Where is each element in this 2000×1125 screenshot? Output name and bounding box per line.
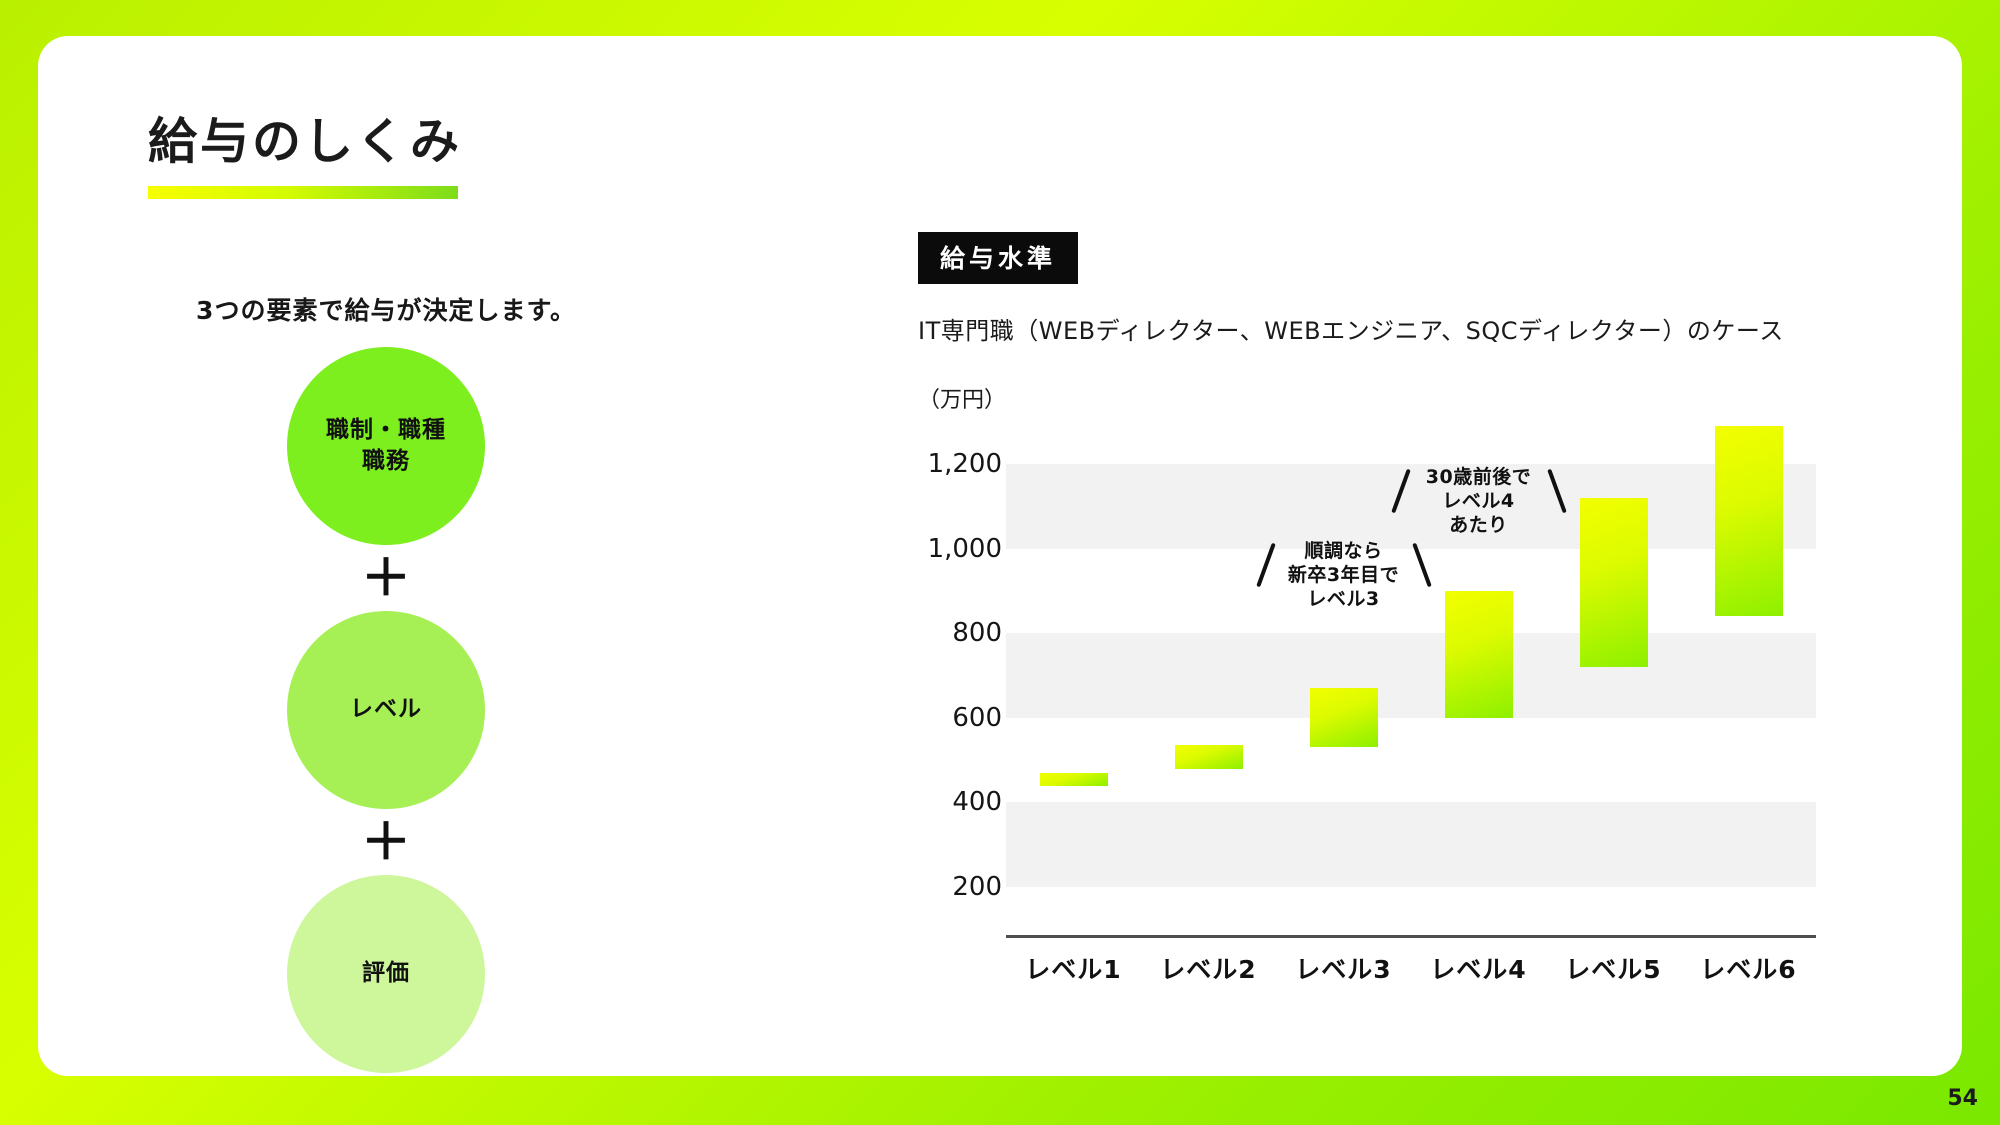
factors-column: 3つの要素で給与が決定します。 職制・職種 職務 ＋ レベル ＋ 評価 [126,291,646,1073]
title-block: 給与のしくみ [148,113,462,200]
chart-bar [1309,688,1378,748]
x-axis-tick: レベル1 [1025,955,1122,984]
y-axis-unit-label: （万円） [918,388,1007,413]
factors-lead-text: 3つの要素で給与が決定します。 [196,296,576,325]
x-axis-tick: レベル4 [1430,955,1527,984]
x-axis-tick: レベル5 [1565,955,1662,984]
chart-bar [1579,498,1648,668]
chart-annotation: 30歳前後で レベル4 あたり [1425,466,1532,536]
chart-bar [1714,426,1783,617]
factor-circle-evaluation: 評価 [287,875,485,1073]
salary-range-chart: （万円） 順調なら 新卒3年目で レベル3 30歳前後で レベル4 あたり 1,2… [918,382,1858,1002]
factor-label-level: レベル [350,696,422,723]
chart-grid-band [1006,802,1816,887]
chart-bar [1174,745,1243,769]
slide-card: 給与のしくみ 3つの要素で給与が決定します。 職制・職種 職務 ＋ レベル ＋ … [38,36,1962,1076]
chart-plot-area: 順調なら 新卒3年目で レベル3 30歳前後で レベル4 あたり [1006,422,1816,887]
x-axis-tick: レベル2 [1160,955,1257,984]
chart-bar [1444,591,1513,718]
x-axis-tick: レベル3 [1295,955,1392,984]
plus-icon-1: ＋ [361,549,411,607]
page-title: 給与のしくみ [148,113,462,170]
x-axis-tick-labels: レベル1 レベル2 レベル3 レベル4 レベル5 レベル6 [1006,950,1816,1000]
y-axis-tick: 1,000 [927,533,1002,564]
factor-label-evaluation: 評価 [362,960,410,987]
factor-circle-job-class: 職制・職種 職務 [287,347,485,545]
chart-grid-band [1006,464,1816,549]
factor-label-job-class: 職制・職種 職務 [326,416,446,474]
y-axis-tick: 600 [952,702,1002,733]
chart-grid-band [1006,633,1816,718]
factor-circle-level: レベル [287,611,485,809]
x-axis-tick: レベル6 [1700,955,1797,984]
chart-subtitle: IT専門職（WEBディレクター、WEBエンジニア、SQCディレクター）のケース [918,317,1784,345]
plus-icon-2: ＋ [361,813,411,871]
x-axis-line [1006,935,1816,938]
chart-column: 給与水準 IT専門職（WEBディレクター、WEBエンジニア、SQCディレクター）… [918,232,1878,1002]
chart-annotation: 順調なら 新卒3年目で レベル3 [1287,540,1400,610]
annotation-slash-right-icon [1411,542,1432,588]
page-number: 54 [1947,1086,1978,1111]
y-axis-tick: 400 [952,787,1002,818]
y-axis-tick-labels: 1,200 1,000 800 600 400 200 [918,422,1002,902]
title-underline-accent [148,186,458,200]
annotation-slash-left-icon [1255,542,1276,588]
y-axis-tick: 1,200 [927,449,1002,480]
chart-badge: 給与水準 [918,232,1079,284]
y-axis-tick: 200 [952,872,1002,902]
y-axis-tick: 800 [952,618,1002,649]
chart-bar [1039,772,1108,786]
